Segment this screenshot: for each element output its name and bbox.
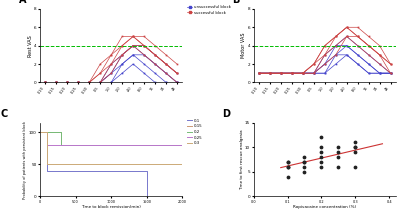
0.1 xyxy=(38,131,42,134)
Legend: unsuccessful block, successful block: unsuccessful block, successful block xyxy=(187,5,231,14)
0.3 xyxy=(45,163,50,166)
0.15 xyxy=(38,131,42,134)
Line: 0.1: 0.1 xyxy=(40,132,182,196)
Legend: 0.1, 0.15, 0.2, 0.25, 0.3: 0.1, 0.15, 0.2, 0.25, 0.3 xyxy=(187,119,202,145)
Point xyxy=(352,145,358,149)
0.3 xyxy=(180,163,185,166)
0.15 xyxy=(59,144,64,147)
0.3 xyxy=(38,131,42,134)
Line: 0.2: 0.2 xyxy=(40,132,182,145)
Point xyxy=(284,165,291,169)
Point xyxy=(318,150,325,154)
Point xyxy=(335,165,342,169)
Point xyxy=(352,150,358,154)
Text: D: D xyxy=(222,109,230,119)
0.25 xyxy=(38,131,42,134)
0.2 xyxy=(38,131,42,134)
0.1 xyxy=(59,169,64,172)
Point xyxy=(284,175,291,178)
Point xyxy=(318,160,325,164)
Point xyxy=(318,136,325,139)
Text: C: C xyxy=(0,109,7,119)
0.1 xyxy=(59,169,64,172)
0.2 xyxy=(59,144,64,147)
Point xyxy=(318,145,325,149)
Point xyxy=(301,160,308,164)
0.1 xyxy=(45,169,50,172)
0.2 xyxy=(144,144,149,147)
X-axis label: Time to block remission(min): Time to block remission(min) xyxy=(81,205,141,209)
Y-axis label: Rest VAS: Rest VAS xyxy=(28,35,32,56)
0.15 xyxy=(59,131,64,134)
Point xyxy=(301,170,308,173)
0.3 xyxy=(144,163,149,166)
Point xyxy=(352,140,358,144)
Line: 0.25: 0.25 xyxy=(40,132,182,145)
Line: 0.15: 0.15 xyxy=(40,132,182,145)
0.3 xyxy=(144,163,149,166)
Point xyxy=(284,165,291,169)
Text: A: A xyxy=(19,0,26,5)
0.2 xyxy=(59,131,64,134)
Y-axis label: Probability of patients with persistent block: Probability of patients with persistent … xyxy=(23,120,27,198)
Point xyxy=(301,160,308,164)
0.25 xyxy=(45,144,50,147)
Text: B: B xyxy=(232,0,240,5)
0.1 xyxy=(144,195,149,198)
0.1 xyxy=(180,195,185,198)
Point xyxy=(318,155,325,159)
0.25 xyxy=(144,144,149,147)
0.15 xyxy=(144,144,149,147)
Point xyxy=(352,165,358,169)
Point xyxy=(284,160,291,164)
0.1 xyxy=(144,169,149,172)
Point xyxy=(301,155,308,159)
0.25 xyxy=(144,144,149,147)
Point xyxy=(335,150,342,154)
Line: 0.3: 0.3 xyxy=(40,132,182,164)
Point xyxy=(318,165,325,169)
0.15 xyxy=(144,144,149,147)
Point xyxy=(301,165,308,169)
0.2 xyxy=(180,144,185,147)
Point xyxy=(352,145,358,149)
Point xyxy=(335,145,342,149)
0.1 xyxy=(45,131,50,134)
0.25 xyxy=(45,131,50,134)
Point xyxy=(335,155,342,159)
0.25 xyxy=(180,144,185,147)
0.3 xyxy=(45,131,50,134)
0.2 xyxy=(144,144,149,147)
X-axis label: Ropivacaine concentration (%): Ropivacaine concentration (%) xyxy=(293,205,356,209)
Y-axis label: Motor VAS: Motor VAS xyxy=(241,33,246,58)
0.15 xyxy=(180,144,185,147)
Y-axis label: Time to first rescue analgesia: Time to first rescue analgesia xyxy=(240,129,244,190)
Point xyxy=(284,160,291,164)
